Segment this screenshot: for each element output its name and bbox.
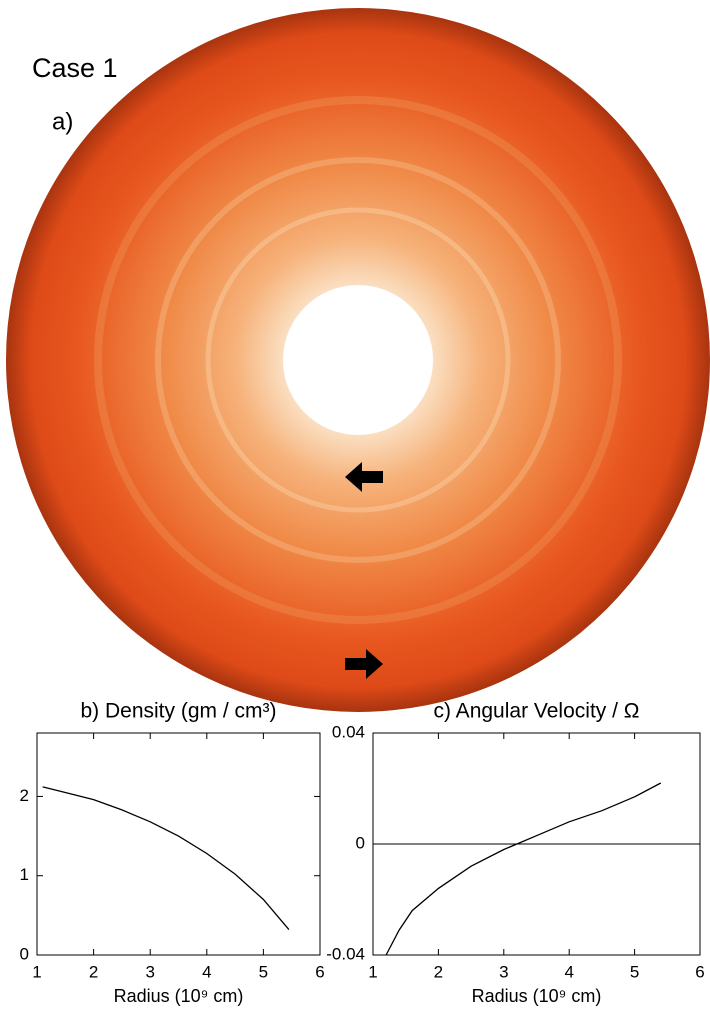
x-tick-label: 6 (695, 962, 704, 981)
x-tick-label: 6 (315, 962, 324, 981)
plot-frame (37, 733, 320, 955)
x-tick-label: 1 (32, 962, 41, 981)
panel-label: a) (52, 108, 73, 135)
x-axis-label: Radius (10⁹ cm) (114, 986, 244, 1006)
y-tick-label: -0.04 (326, 944, 365, 963)
x-tick-label: 1 (368, 962, 377, 981)
x-tick-label: 4 (564, 962, 573, 981)
data-line (386, 783, 661, 955)
x-tick-label: 3 (145, 962, 154, 981)
chart-title: c) Angular Velocity / Ω (434, 700, 640, 723)
x-tick-label: 2 (434, 962, 443, 981)
chart-title: b) Density (gm / cm³) (80, 700, 276, 723)
y-tick-label: 0.04 (332, 722, 365, 741)
disk-image (6, 8, 710, 712)
x-axis-label: Radius (10⁹ cm) (472, 986, 602, 1006)
x-tick-label: 5 (630, 962, 639, 981)
y-tick-label: 1 (20, 865, 29, 884)
y-tick-label: 0 (356, 833, 365, 852)
page: Case 1 a) b) Density (gm / cm³) Radius (1… (0, 0, 710, 1015)
case-label: Case 1 (32, 53, 118, 83)
x-tick-label: 5 (259, 962, 268, 981)
figure: Case 1 a) b) Density (gm / cm³) Radius (1… (0, 0, 710, 1015)
x-tick-label: 2 (89, 962, 98, 981)
data-line (43, 787, 289, 930)
y-tick-label: 2 (20, 786, 29, 805)
x-tick-label: 3 (499, 962, 508, 981)
x-tick-label: 4 (202, 962, 211, 981)
y-tick-label: 0 (20, 944, 29, 963)
